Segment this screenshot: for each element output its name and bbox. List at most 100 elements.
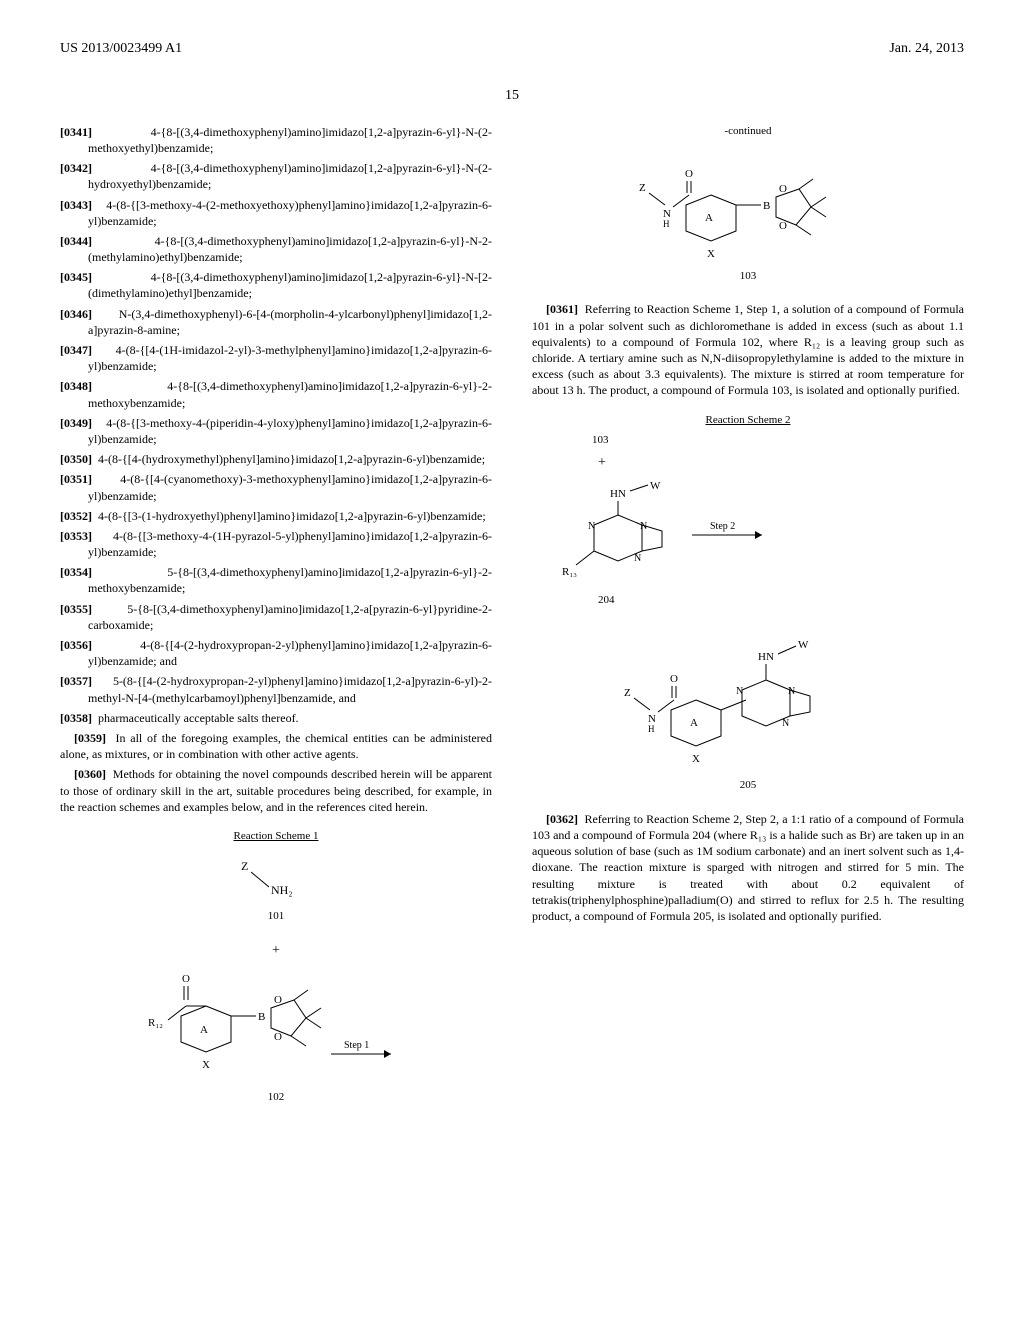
item-num: [0348] [60,379,92,393]
item-num: [0345] [60,270,92,284]
item-num: [0351] [60,472,92,486]
item-num: [0357] [60,674,92,688]
plus-sign: + [60,942,492,961]
item-text: 5-{8-[(3,4-dimethoxyphenyl)amino]imidazo… [88,602,492,632]
nh2-label: NH₂ [271,883,293,897]
o-label: O [779,220,787,232]
paragraph-0362: [0362] Referring to Reaction Scheme 2, S… [532,811,964,924]
o-label: O [685,168,693,180]
list-item: [0342] 4-{8-[(3,4-dimethoxyphenyl)amino]… [60,160,492,192]
para-num: [0360] [74,767,106,781]
para-num: [0359] [74,731,106,745]
item-num: [0347] [60,343,92,357]
h-label: H [663,219,670,229]
formula-101-diagram: Z NH₂ 101 [60,852,492,924]
page-number: 15 [60,87,964,106]
n-label: N [634,553,641,564]
formula-103-ref: 103 [532,433,964,448]
formula-204-label: 204 [562,593,615,608]
formula-204-diagram: HN W N N N R₁₃ Step 2 204 [532,481,964,608]
list-item: [0343] 4-(8-{[3-methoxy-4-(2-methoxyetho… [60,197,492,229]
a-label: A [690,717,698,729]
a-label: A [200,1024,208,1036]
hn-label: HN [610,488,626,500]
para-text: Referring to Reaction Scheme 1, Step 1, … [532,302,964,397]
formula-205-label: 205 [740,778,757,793]
list-item: [0353] 4-(8-{[3-methoxy-4-(1H-pyrazol-5-… [60,528,492,560]
b-label: B [763,200,770,212]
item-text: pharmaceutically acceptable salts thereo… [98,711,299,725]
paragraph: [0359] In all of the foregoing examples,… [60,730,492,762]
paragraph-0361: [0361] Referring to Reaction Scheme 1, S… [532,301,964,398]
list-item: [0355] 5-{8-[(3,4-dimethoxyphenyl)amino]… [60,601,492,633]
item-num: [0352] [60,509,92,523]
list-item: [0354] 5-{8-[(3,4-dimethoxyphenyl)amino]… [60,564,492,596]
formula-102-label: 102 [268,1090,285,1105]
list-item: [0357] 5-(8-{[4-(2-hydroxypropan-2-yl)ph… [60,673,492,705]
list-item: [0349] 4-(8-{[3-methoxy-4-(piperidin-4-y… [60,415,492,447]
n-label: N [782,718,789,729]
item-text: N-(3,4-dimethoxyphenyl)-6-[4-(morpholin-… [88,307,492,337]
x-label: X [707,248,715,260]
item-num: [0346] [60,307,92,321]
formula-101-label: 101 [268,909,285,924]
list-item: [0348] 4-{8-[(3,4-dimethoxyphenyl)amino]… [60,378,492,410]
item-num: [0350] [60,452,92,466]
item-num: [0343] [60,198,92,212]
o-label: O [274,994,282,1006]
hn-label: HN [758,651,774,663]
item-num: [0349] [60,416,92,430]
x-label: X [202,1059,210,1071]
list-item: [0344] 4-{8-[(3,4-dimethoxyphenyl)amino]… [60,233,492,265]
two-column-layout: [0341] 4-{8-[(3,4-dimethoxyphenyl)amino]… [60,124,964,1124]
item-text: 4-{8-[(3,4-dimethoxyphenyl)amino]imidazo… [88,270,492,300]
compound-list: [0341] 4-{8-[(3,4-dimethoxyphenyl)amino]… [60,124,492,726]
o-label: O [779,183,787,195]
item-text: 4-(8-{[3-(1-hydroxyethyl)phenyl]amino}im… [98,509,486,523]
item-text: 4-{8-[(3,4-dimethoxyphenyl)amino]imidazo… [88,125,492,155]
list-item: [0356] 4-(8-{[4-(2-hydroxypropan-2-yl)ph… [60,637,492,669]
step2-label: Step 2 [710,521,735,532]
item-text: 5-(8-{[4-(2-hydroxypropan-2-yl)phenyl]am… [88,674,492,704]
w-label: W [798,639,809,651]
item-num: [0342] [60,161,92,175]
item-num: [0344] [60,234,92,248]
h-label: H [648,724,655,734]
item-num: [0355] [60,602,92,616]
item-num: [0356] [60,638,92,652]
r12-label: R₁₂ [148,1017,163,1029]
page-header: US 2013/0023499 A1 Jan. 24, 2013 [60,40,964,59]
item-num: [0354] [60,565,92,579]
publication-date: Jan. 24, 2013 [889,40,964,59]
item-text: 4-{8-[(3,4-dimethoxyphenyl)amino]imidazo… [88,161,492,191]
n-label: N [588,521,595,532]
item-text: 4-{8-[(3,4-dimethoxyphenyl)amino]imidazo… [88,234,492,264]
x-label: X [692,753,700,765]
list-item: [0341] 4-{8-[(3,4-dimethoxyphenyl)amino]… [60,124,492,156]
scheme1-title: Reaction Scheme 1 [60,829,492,844]
step1-label: Step 1 [344,1040,369,1051]
z-label: Z [624,687,631,699]
w-label: W [650,481,661,492]
molecule-icon: O R₁₂ A X B O O [146,968,406,1088]
formula-205-diagram: Z N H O A X N N N HN [532,626,964,793]
left-column: [0341] 4-{8-[(3,4-dimethoxyphenyl)amino]… [60,124,492,1124]
item-text: 4-(8-{[4-(2-hydroxypropan-2-yl)phenyl]am… [88,638,492,668]
formula-102-diagram: O R₁₂ A X B O O [60,968,492,1105]
n-label: N [736,686,743,697]
item-text: 4-(8-{[4-(cyanomethoxy)-3-methoxyphenyl]… [88,472,492,502]
molecule-icon: Z N H O A X N N N HN [618,626,878,776]
item-text: 5-{8-[(3,4-dimethoxyphenyl)amino]imidazo… [88,565,492,595]
list-item: [0350] 4-(8-{[4-(hydroxymethyl)phenyl]am… [60,451,492,467]
z-label: Z [639,182,646,194]
o-label: O [182,973,190,985]
molecule-icon: HN W N N N R₁₃ Step 2 [562,481,802,591]
item-text: 4-(8-{[4-(hydroxymethyl)phenyl]amino}imi… [98,452,485,466]
list-item: [0346] N-(3,4-dimethoxyphenyl)-6-[4-(mor… [60,306,492,338]
scheme2-title: Reaction Scheme 2 [532,413,964,428]
item-text: 4-{8-[(3,4-dimethoxyphenyl)amino]imidazo… [88,379,492,409]
para-num: [0362] [546,812,578,826]
item-text: 4-(8-{[3-methoxy-4-(2-methoxyethoxy)phen… [88,198,492,228]
continued-label: -continued [532,124,964,139]
patent-number: US 2013/0023499 A1 [60,40,182,59]
